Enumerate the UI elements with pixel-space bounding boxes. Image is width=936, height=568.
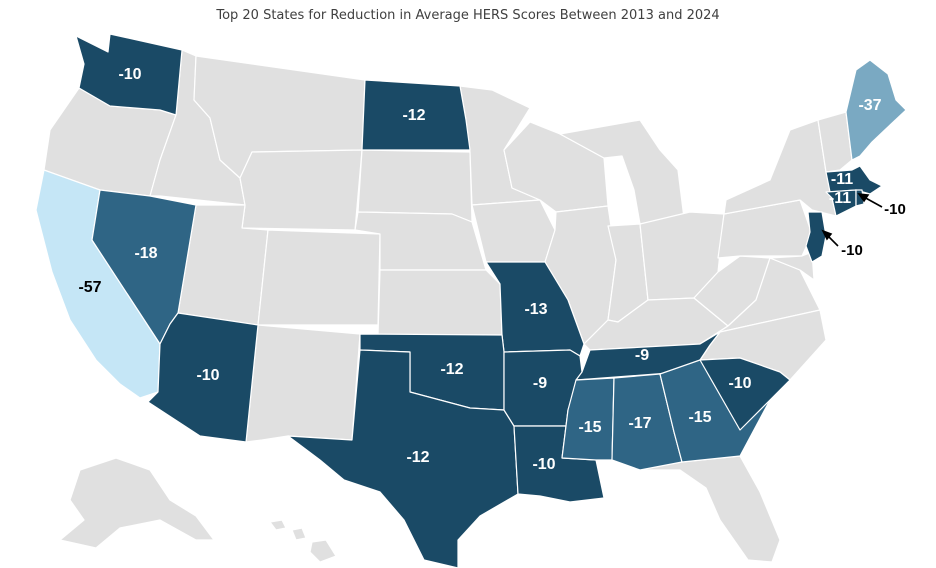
state-sc [699,357,791,431]
state-ak [59,457,215,549]
state-wy [239,149,363,231]
label-ri: -10 [884,201,906,218]
state-nm [245,324,361,443]
label-ct: -11 [829,190,851,207]
label-tn: -9 [635,347,649,364]
base-states [43,49,853,563]
label-ca: -57 [78,279,101,296]
state-az [147,312,259,443]
state-hi [269,519,337,563]
label-ok: -12 [440,361,463,378]
state-wa [75,33,183,116]
label-al: -17 [628,415,651,432]
label-wa: -10 [118,66,141,83]
label-nv: -18 [134,245,157,262]
state-me [845,59,907,161]
highlighted-states [35,33,907,568]
label-mo: -13 [524,301,547,318]
label-sc: -10 [728,375,751,392]
label-ar: -9 [533,375,547,392]
label-ms: -15 [578,419,601,436]
state-ia [471,199,556,263]
arrow-nj-head [821,229,833,241]
label-tx: -12 [406,449,429,466]
state-sd [357,149,473,223]
label-az: -10 [196,367,219,384]
state-tx [287,349,519,568]
state-ny [723,119,837,217]
state-nd [361,79,471,151]
state-ks [377,269,503,336]
state-nj [805,211,827,263]
leader-arrows [821,193,883,247]
state-fl [611,455,781,563]
label-ga: -15 [688,409,711,426]
label-ma: -11 [831,171,853,188]
map-title: Top 20 States for Reduction in Average H… [216,8,720,23]
state-md [769,251,815,281]
label-nd: -12 [402,107,425,124]
state-co [257,229,381,326]
arrow-ri-head [857,193,870,203]
label-nj: -10 [841,242,863,259]
label-la: -10 [532,456,555,473]
state-ct [825,189,857,217]
value-labels: -10 -12 -37 -57 -18 -10 -13 -12 -12 -9 -… [78,66,905,473]
state-vt [817,111,853,173]
label-me: -37 [858,97,881,114]
